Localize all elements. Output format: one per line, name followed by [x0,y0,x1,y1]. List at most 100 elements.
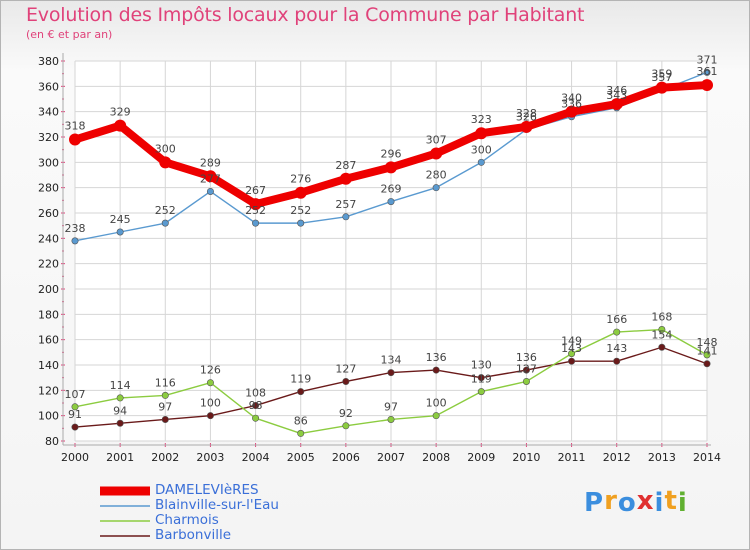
data-point [294,186,307,199]
y-tick-label: 320 [38,131,59,144]
data-point [204,170,217,183]
data-point [568,350,576,358]
x-tick-label: 2008 [422,451,450,464]
data-label: 371 [697,53,718,66]
y-tick-label: 200 [38,283,59,296]
data-point [387,369,395,377]
data-label: 91 [68,408,82,421]
data-point [432,366,440,374]
data-point [522,366,530,374]
data-label: 107 [65,388,86,401]
data-label: 149 [561,335,582,348]
data-label: 130 [471,359,492,372]
data-point [69,133,81,146]
data-label: 276 [290,173,311,186]
data-point [432,184,440,192]
y-tick-label: 360 [38,80,59,93]
y-tick-label: 100 [38,410,59,423]
data-point [655,81,668,94]
data-label: 340 [561,92,582,105]
data-label: 119 [290,373,311,386]
data-label: 148 [697,336,718,349]
x-tick-label: 2000 [61,451,89,464]
legend-swatch [100,486,150,496]
y-tick-label: 140 [38,359,59,372]
data-point [610,98,623,111]
y-tick-label: 220 [38,258,59,271]
legend-label: Barbonville [155,527,232,543]
data-point [522,377,530,385]
data-point [297,219,305,227]
data-point [703,68,711,76]
y-tick-label: 160 [38,334,59,347]
x-tick-label: 2003 [196,451,224,464]
grid [74,60,708,442]
data-point [565,105,578,118]
data-label: 328 [516,107,537,120]
y-tick-label: 120 [38,384,59,397]
x-tick-label: 2005 [287,451,315,464]
data-point [658,326,666,334]
data-point [249,198,262,211]
data-label: 126 [200,364,221,377]
data-label: 154 [651,328,672,341]
data-point [342,213,350,221]
data-label: 136 [516,351,537,364]
data-point [432,412,440,420]
y-tick-label: 280 [38,182,59,195]
chart-title: Evolution des Impôts locaux pour la Comm… [26,4,585,26]
data-label: 257 [335,198,356,211]
x-tick-label: 2004 [242,451,270,464]
data-label: 92 [339,407,353,420]
data-label: 269 [381,183,402,196]
x-tick-label: 2012 [603,451,631,464]
data-point [703,360,711,368]
legend-swatch [100,520,150,522]
data-point [387,415,395,423]
data-label: 336 [561,98,582,111]
data-label: 114 [110,379,131,392]
axes: 80 100 120 140 160 180 200 220 240 260 280 300 320 34… [38,53,721,464]
data-label: 252 [290,204,311,217]
data-point [161,391,169,399]
data-point [114,119,127,132]
x-tick-label: 2010 [512,451,540,464]
data-label: 143 [606,342,627,355]
data-point [613,328,621,336]
data-label: 141 [697,345,718,358]
legend-swatch [100,505,150,507]
data-label: 300 [471,143,492,156]
data-label: 136 [426,351,447,364]
data-label: 143 [561,342,582,355]
data-label: 252 [155,204,176,217]
data-label: 318 [65,120,86,133]
x-tick-label: 2006 [332,451,360,464]
data-label: 166 [606,313,627,326]
data-point [252,414,260,422]
data-point [161,415,169,423]
data-point [477,158,485,166]
data-point [339,172,352,185]
legend-label: Charmois [155,512,219,528]
data-label: 287 [335,159,356,172]
legend-swatch [100,535,150,537]
data-point [116,419,124,427]
data-point [477,388,485,396]
data-label: 307 [426,133,447,146]
series-lines [69,68,713,437]
y-tick-label: 240 [38,232,59,245]
data-point [297,429,305,437]
data-label: 245 [110,213,131,226]
x-tick-label: 2011 [558,451,586,464]
data-label: 108 [245,387,266,400]
data-label: 323 [471,113,492,126]
x-tick-label: 2014 [693,451,721,464]
data-label: 289 [200,156,221,169]
data-label: 127 [516,362,537,375]
data-label: 98 [249,399,263,412]
data-point [206,379,214,387]
data-label: 97 [384,400,398,413]
data-label: 343 [606,89,627,102]
data-point [297,388,305,396]
